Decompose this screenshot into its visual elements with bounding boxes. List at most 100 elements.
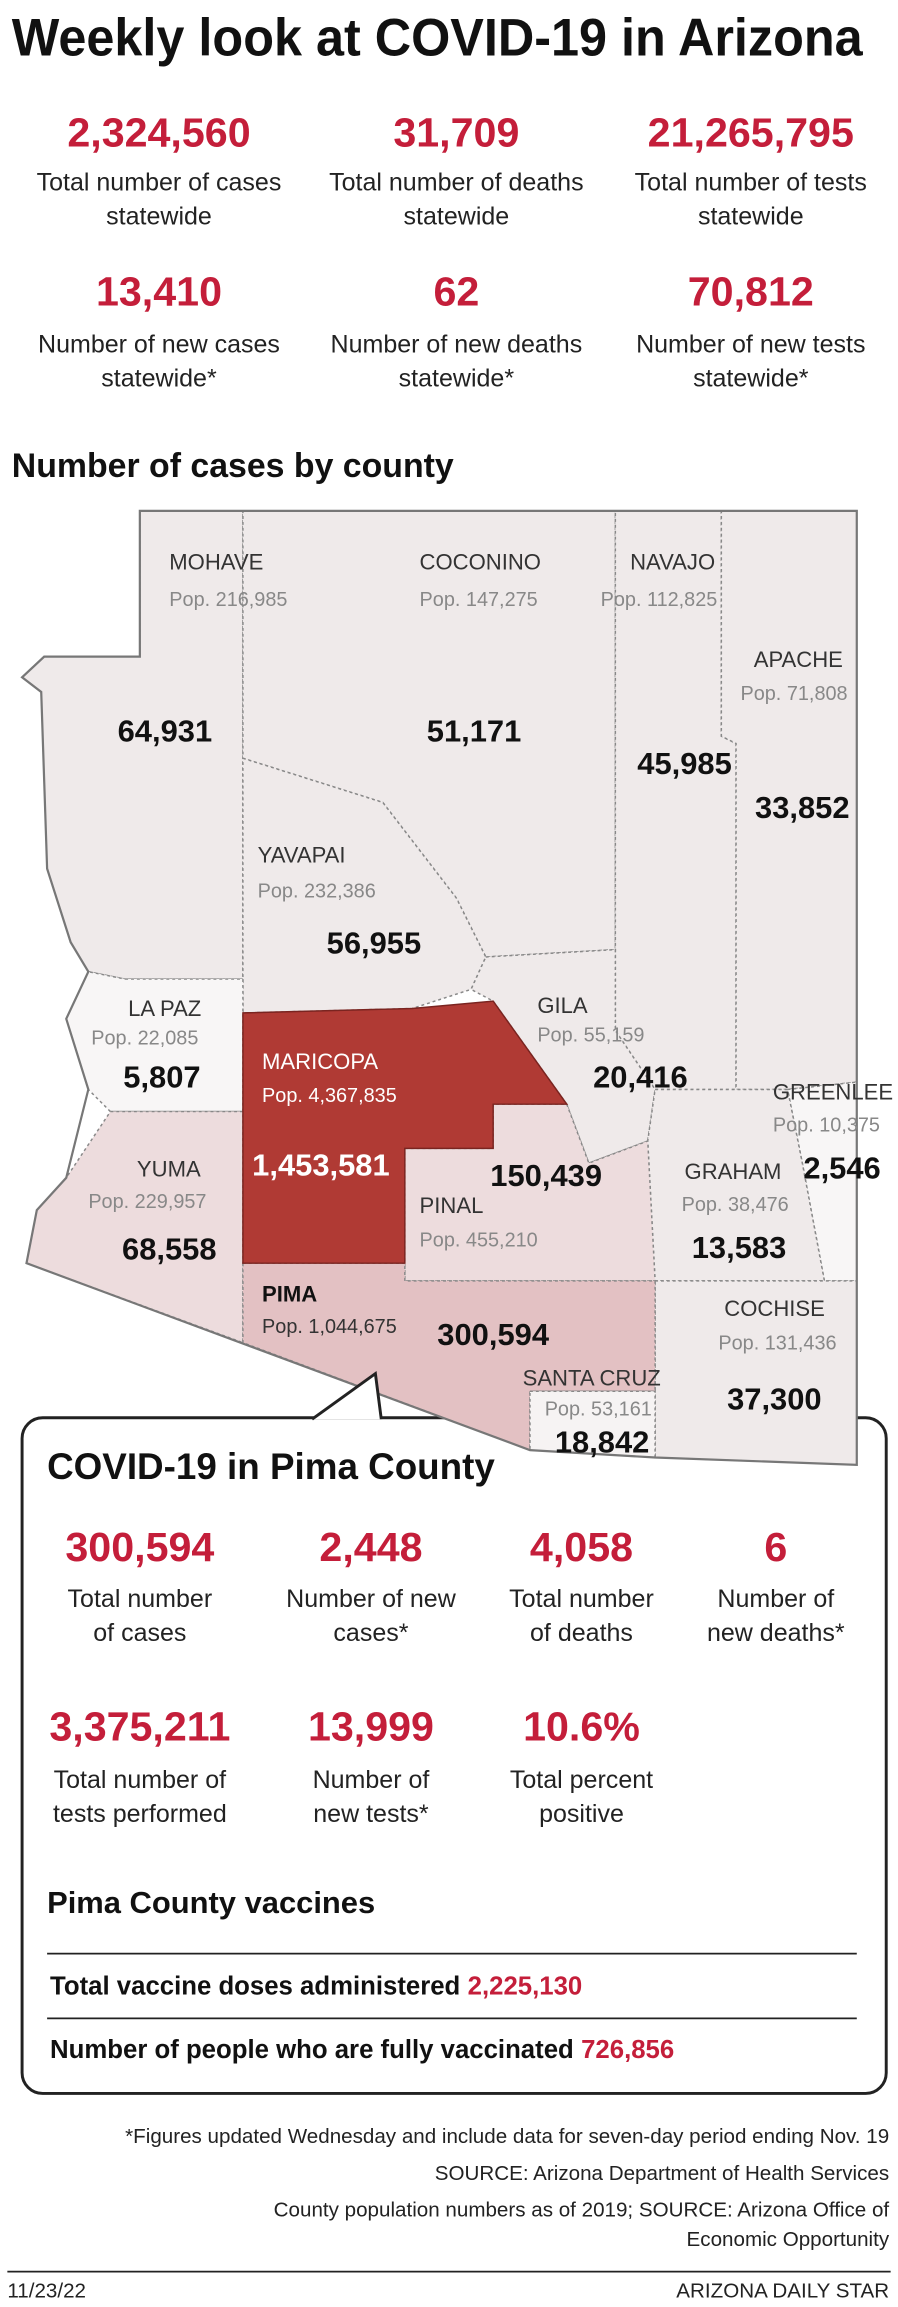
county-cases: 1,453,581 <box>252 1148 389 1183</box>
county-name: COCONINO <box>420 550 541 575</box>
county-cases: 300,594 <box>437 1317 550 1352</box>
county-cases: 150,439 <box>490 1158 602 1193</box>
brand: ARIZONA DAILY STAR <box>676 2280 889 2303</box>
stat-value: 13,410 <box>96 268 222 314</box>
stat-value: 300,594 <box>65 1524 214 1570</box>
county-population: Pop. 131,436 <box>718 1332 836 1354</box>
vaccine-label: Number of people who are fully vaccinate… <box>50 2036 574 2064</box>
stat-label: Number of new tests <box>636 331 865 359</box>
stat-label: new tests* <box>313 1800 429 1828</box>
stat-value: 2,324,560 <box>67 109 250 155</box>
county-cases: 68,558 <box>122 1232 217 1267</box>
county-name: COCHISE <box>724 1296 825 1321</box>
stat-label: new deaths* <box>707 1619 845 1647</box>
stat-label: Total number of <box>54 1766 226 1794</box>
county-cases: 37,300 <box>727 1382 822 1417</box>
stat-label: Total number of tests <box>635 169 867 197</box>
stat-value: 3,375,211 <box>49 1704 230 1750</box>
county-population: Pop. 55,159 <box>537 1025 644 1047</box>
county-cases: 2,546 <box>803 1151 880 1186</box>
stat-label: Number of <box>313 1766 430 1794</box>
vaccine-row: Total vaccine doses administered 2,225,13… <box>50 1972 582 2000</box>
county-yuma <box>25 1110 244 1344</box>
stat-label: statewide* <box>101 365 217 393</box>
county-name: YAVAPAI <box>258 843 346 868</box>
county-population: Pop. 216,985 <box>169 589 287 611</box>
footnote: SOURCE: Arizona Department of Health Ser… <box>435 2162 889 2185</box>
county-population: Pop. 38,476 <box>682 1194 789 1216</box>
county-pima <box>242 1262 656 1452</box>
footnote: County population numbers as of 2019; SO… <box>274 2199 890 2222</box>
county-name: SANTA CRUZ <box>523 1365 661 1390</box>
county-cases: 51,171 <box>427 713 522 748</box>
stat-label: Number of new deaths <box>331 331 583 359</box>
stat-label: statewide* <box>399 365 515 393</box>
stat-value: 62 <box>433 268 479 314</box>
county-population: Pop. 147,275 <box>420 589 538 611</box>
stat-value: 2,448 <box>319 1524 422 1570</box>
county-cases: 5,807 <box>123 1059 200 1094</box>
title: Weekly look at COVID-19 in Arizona <box>12 8 863 67</box>
vaccine-row: Number of people who are fully vaccinate… <box>50 2036 674 2064</box>
stat-label: statewide* <box>693 365 809 393</box>
footnote: Economic Opportunity <box>687 2228 890 2251</box>
county-population: Pop. 112,825 <box>601 589 718 611</box>
stat-value: 10.6% <box>523 1704 640 1750</box>
section-title: Pima County vaccines <box>47 1885 375 1920</box>
stat-label: Total number of cases <box>37 169 282 197</box>
county-population: Pop. 53,161 <box>545 1399 652 1421</box>
section-title: COVID-19 in Pima County <box>47 1446 495 1487</box>
county-population: Pop. 22,085 <box>91 1028 198 1050</box>
stat-label: of cases <box>93 1619 186 1647</box>
stat-label: positive <box>539 1800 624 1828</box>
map <box>20 509 858 1467</box>
stat-label: Number of new <box>286 1585 457 1613</box>
stat-label: Total number <box>509 1585 654 1613</box>
county-name: APACHE <box>754 647 843 672</box>
stat-value: 13,999 <box>308 1704 434 1750</box>
stat-value: 21,265,795 <box>648 109 854 155</box>
stat-value: 31,709 <box>393 109 519 155</box>
county-name: GRAHAM <box>685 1159 782 1184</box>
county-maricopa <box>242 1000 569 1264</box>
callout-pointer <box>311 1370 383 1421</box>
county-name: MOHAVE <box>169 550 263 575</box>
stat-label: statewide <box>404 203 510 231</box>
stat-value: 70,812 <box>688 268 814 314</box>
stat-label: of deaths <box>530 1619 633 1647</box>
state-outline <box>20 509 858 1467</box>
stat-label: Total number <box>68 1585 213 1613</box>
stat-label: Total number of deaths <box>329 169 583 197</box>
county-cases: 56,955 <box>327 925 422 960</box>
county-name: MARICOPA <box>262 1049 378 1074</box>
stat-label: Total percent <box>510 1766 653 1794</box>
county-name: PINAL <box>420 1193 484 1218</box>
county-name: PIMA <box>262 1281 317 1306</box>
footnote: *Figures updated Wednesday and include d… <box>125 2125 889 2148</box>
vaccine-value: 2,225,130 <box>468 1972 583 2000</box>
county-cases: 20,416 <box>593 1059 688 1094</box>
county-cases: 33,852 <box>755 790 850 825</box>
county-name: YUMA <box>137 1156 201 1181</box>
stat-value: 6 <box>764 1524 787 1570</box>
stat-label: Number of new cases <box>38 331 280 359</box>
stat-label: Number of <box>717 1585 834 1613</box>
county-population: Pop. 4,367,835 <box>262 1085 397 1107</box>
county-population: Pop. 10,375 <box>773 1115 880 1137</box>
county-population: Pop. 455,210 <box>420 1229 538 1251</box>
stat-label: cases* <box>333 1619 408 1647</box>
county-cases: 45,985 <box>637 746 732 781</box>
stat-label: statewide <box>106 203 212 231</box>
county-name: NAVAJO <box>630 550 715 575</box>
county-population: Pop. 1,044,675 <box>262 1316 397 1338</box>
county-name: GREENLEE <box>773 1080 893 1105</box>
stat-label: tests performed <box>53 1800 227 1828</box>
county-cases: 18,842 <box>555 1424 650 1459</box>
county-cases: 13,583 <box>692 1230 787 1265</box>
county-population: Pop. 229,957 <box>88 1191 206 1213</box>
county-name: GILA <box>537 993 588 1018</box>
county-name: LA PAZ <box>128 996 201 1021</box>
vaccine-value: 726,856 <box>581 2036 674 2064</box>
section-title: Number of cases by county <box>12 447 454 485</box>
county-population: Pop. 232,386 <box>258 880 376 902</box>
